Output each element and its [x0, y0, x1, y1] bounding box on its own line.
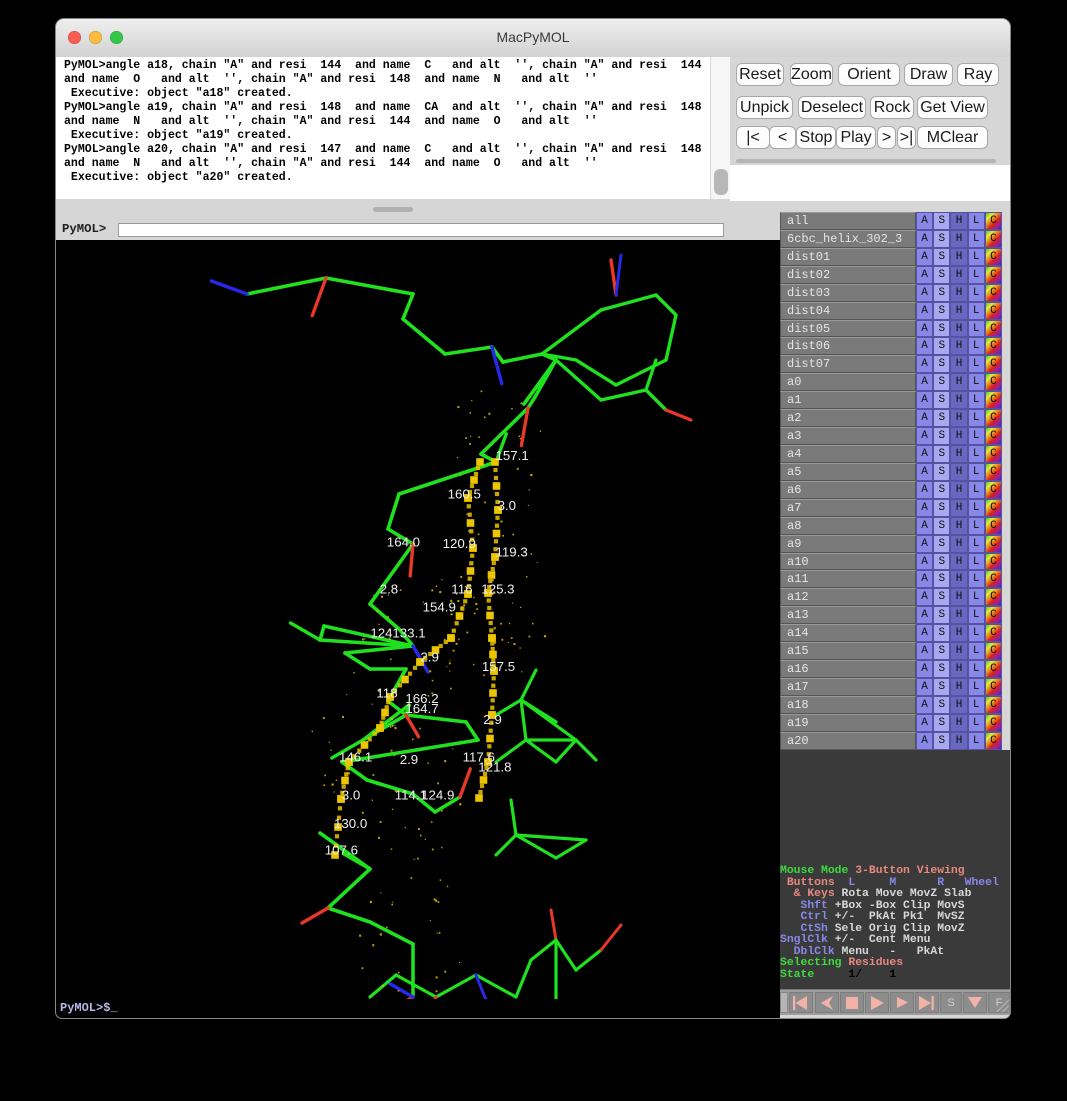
- svg-text:121.8: 121.8: [478, 760, 511, 775]
- svg-text:125.3: 125.3: [481, 582, 514, 597]
- svg-text:3.0: 3.0: [498, 498, 516, 513]
- svg-text:157.5: 157.5: [482, 659, 515, 674]
- svg-text:164.7: 164.7: [405, 701, 438, 716]
- svg-text:124.9: 124.9: [421, 788, 454, 803]
- svg-text:133.1: 133.1: [392, 625, 425, 640]
- svg-text:154.9: 154.9: [423, 600, 456, 615]
- svg-text:2.9: 2.9: [483, 712, 502, 727]
- svg-text:2.9: 2.9: [400, 752, 419, 767]
- svg-text:119.3: 119.3: [496, 545, 528, 560]
- svg-text:116: 116: [451, 582, 472, 597]
- svg-text:118: 118: [376, 685, 397, 700]
- svg-text:107.6: 107.6: [325, 843, 358, 858]
- svg-text:2.9: 2.9: [420, 650, 439, 665]
- svg-text:160.5: 160.5: [448, 487, 481, 502]
- svg-text:3.0: 3.0: [342, 788, 361, 803]
- svg-text:157.1: 157.1: [496, 448, 529, 463]
- svg-text:146.1: 146.1: [339, 750, 372, 765]
- svg-text:120.9: 120.9: [443, 536, 476, 551]
- svg-text:2.8: 2.8: [380, 582, 399, 597]
- svg-text:130.0: 130.0: [334, 816, 367, 831]
- svg-text:164.0: 164.0: [387, 535, 420, 550]
- svg-text:124: 124: [370, 625, 392, 640]
